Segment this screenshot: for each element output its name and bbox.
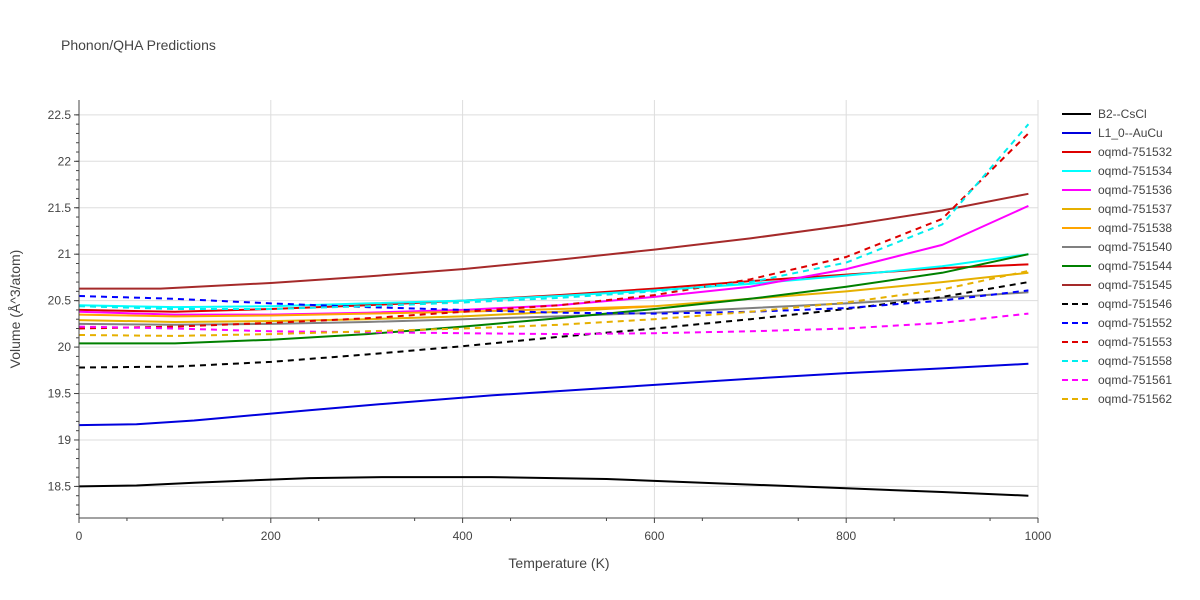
x-tick-label: 1000: [1025, 529, 1052, 543]
legend-item[interactable]: oqmd-751546: [1062, 297, 1172, 311]
legend-label: oqmd-751552: [1098, 316, 1172, 330]
x-axis-label: Temperature (K): [508, 555, 609, 571]
legend-label: oqmd-751532: [1098, 145, 1172, 159]
chart-title: Phonon/QHA Predictions: [61, 37, 216, 53]
y-axis-label: Volume (Å^3/atom): [7, 250, 23, 369]
legend-item[interactable]: oqmd-751537: [1062, 202, 1172, 216]
legend-label: oqmd-751537: [1098, 202, 1172, 216]
legend-label: oqmd-751558: [1098, 354, 1172, 368]
legend-item[interactable]: oqmd-751553: [1062, 335, 1172, 349]
legend-label: oqmd-751545: [1098, 278, 1172, 292]
legend-item[interactable]: oqmd-751561: [1062, 373, 1172, 387]
y-tick-label: 22: [58, 154, 72, 168]
grid-lines: [78, 100, 1039, 518]
series-line-L1_0--AuCu[interactable]: [78, 362, 1029, 427]
legend-item[interactable]: oqmd-751536: [1062, 183, 1172, 197]
x-tick-label: 200: [261, 529, 281, 543]
legend-item[interactable]: oqmd-751558: [1062, 354, 1172, 368]
y-tick-label: 22.5: [48, 108, 72, 122]
legend-label: oqmd-751562: [1098, 392, 1172, 406]
legend-item[interactable]: oqmd-751544: [1062, 259, 1172, 273]
legend-item[interactable]: oqmd-751545: [1062, 278, 1172, 292]
x-tick-label: 400: [453, 529, 473, 543]
legend-item[interactable]: oqmd-751538: [1062, 221, 1172, 235]
legend-label: oqmd-751544: [1098, 259, 1172, 273]
legend-item[interactable]: oqmd-751562: [1062, 392, 1172, 406]
series-line-oqmd-751545[interactable]: [79, 192, 1029, 290]
legend-item[interactable]: L1_0--AuCu: [1062, 126, 1163, 140]
y-tick-label: 19.5: [48, 387, 72, 401]
y-tick-label: 20: [58, 340, 72, 354]
legend-item[interactable]: oqmd-751540: [1062, 240, 1172, 254]
legend-label: B2--CsCl: [1098, 107, 1147, 121]
series-line-oqmd-751558[interactable]: [78, 123, 1030, 310]
y-tick-label: 21.5: [48, 201, 72, 215]
x-tick-label: 600: [644, 529, 664, 543]
legend-label: L1_0--AuCu: [1098, 126, 1163, 140]
y-tick-label: 19: [58, 433, 72, 447]
legend-item[interactable]: B2--CsCl: [1062, 107, 1147, 121]
legend-label: oqmd-751546: [1098, 297, 1172, 311]
legend-label: oqmd-751561: [1098, 373, 1172, 387]
series-line-oqmd-751534[interactable]: [78, 253, 1029, 309]
series-line-B2--CsCl[interactable]: [78, 476, 1029, 497]
series-line-oqmd-751546[interactable]: [78, 281, 1029, 369]
legend-label: oqmd-751536: [1098, 183, 1172, 197]
series-line-oqmd-751553[interactable]: [78, 132, 1030, 330]
series-line-oqmd-751561[interactable]: [78, 312, 1029, 336]
legend[interactable]: B2--CsCl L1_0--AuCu oqmd-751532 oqmd-751534…: [1062, 107, 1172, 406]
series-line-oqmd-751536[interactable]: [78, 204, 1029, 316]
y-tick-label: 20.5: [48, 294, 72, 308]
series-line-oqmd-751552[interactable]: [78, 289, 1029, 315]
legend-item[interactable]: oqmd-751534: [1062, 164, 1172, 178]
legend-label: oqmd-751540: [1098, 240, 1172, 254]
y-tick-label: 18.5: [48, 479, 72, 493]
legend-item[interactable]: oqmd-751552: [1062, 316, 1172, 330]
plot-area: [78, 123, 1030, 497]
legend-label: oqmd-751534: [1098, 164, 1172, 178]
series-line-oqmd-751538[interactable]: [78, 305, 655, 318]
x-tick-label: 800: [836, 529, 856, 543]
axes: 0 200 400 600 800 1000 18.5 19 19.5 20 20.5 21 21.5 2…: [48, 100, 1052, 543]
legend-item[interactable]: oqmd-751532: [1062, 145, 1172, 159]
y-tick-label: 21: [58, 247, 72, 261]
series-line-oqmd-751562[interactable]: [78, 269, 1029, 337]
legend-label: oqmd-751553: [1098, 335, 1172, 349]
legend-label: oqmd-751538: [1098, 221, 1172, 235]
series-line-oqmd-751544[interactable]: [79, 253, 1029, 345]
series-line-oqmd-751537[interactable]: [78, 271, 1029, 323]
x-tick-label: 0: [76, 529, 83, 543]
